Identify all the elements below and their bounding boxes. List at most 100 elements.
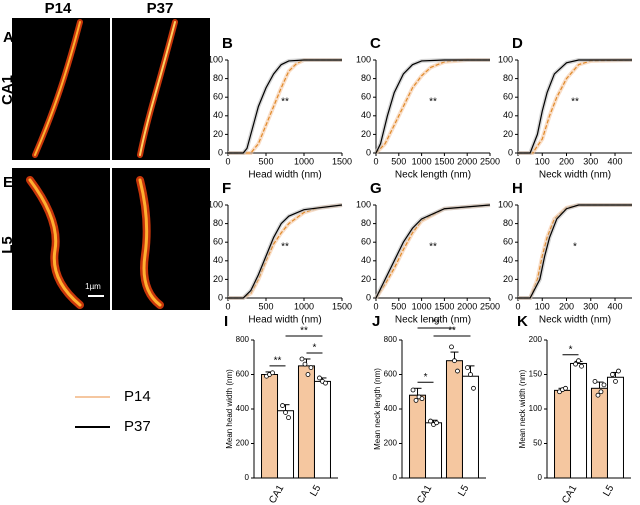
y-tick-label: 60 xyxy=(213,237,223,247)
x-tick-label: 1000 xyxy=(294,156,314,166)
y-tick-label: 40 xyxy=(213,255,223,265)
y-tick-label: 0 xyxy=(218,147,223,157)
y-tick-label: 100 xyxy=(529,404,543,413)
x-axis-label: Head width (nm) xyxy=(248,315,321,326)
y-tick-label: 100 xyxy=(498,54,513,64)
data-point xyxy=(452,358,457,364)
y-axis-label: % of spines xyxy=(197,226,208,278)
x-tick-label: 400 xyxy=(608,156,623,166)
data-point xyxy=(434,420,439,426)
series-line xyxy=(228,59,342,154)
data-point xyxy=(455,368,460,374)
y-tick-label: 0 xyxy=(366,147,371,157)
significance: ** xyxy=(571,96,579,107)
y-tick-label: 0 xyxy=(508,292,513,302)
y-tick-label: 0 xyxy=(245,473,250,482)
x-tick-label: 0 xyxy=(515,156,520,166)
y-tick-label: 50 xyxy=(533,439,542,448)
data-point xyxy=(270,370,275,376)
significance: * xyxy=(569,344,573,355)
y-tick-label: 100 xyxy=(498,199,513,209)
panel-letter: K xyxy=(517,313,528,330)
bar xyxy=(425,422,443,479)
y-tick-label: 60 xyxy=(213,92,223,102)
x-tick-label: 100 xyxy=(535,156,550,166)
y-tick-label: 20 xyxy=(361,129,371,139)
row-header: L5 xyxy=(0,236,16,254)
series-line xyxy=(228,204,343,299)
panel-letter: D xyxy=(512,35,523,52)
y-tick-label: 20 xyxy=(213,274,223,284)
y-tick-label: 0 xyxy=(508,147,513,157)
x-tick-label: 100 xyxy=(535,301,550,311)
bar xyxy=(590,387,608,479)
y-tick-label: 0 xyxy=(538,473,543,482)
x-tick-label: 1000 xyxy=(294,301,314,311)
y-tick-label: 80 xyxy=(213,218,223,228)
panel-letter: I xyxy=(224,313,228,330)
y-tick-label: 40 xyxy=(213,110,223,120)
x-tick-label: 500 xyxy=(258,301,273,311)
y-tick-label: 400 xyxy=(236,404,250,413)
data-point xyxy=(601,382,607,388)
data-point xyxy=(308,365,314,371)
significance: ** xyxy=(448,326,456,337)
significance: ** xyxy=(300,326,308,337)
y-tick-label: 80 xyxy=(361,218,371,228)
data-point xyxy=(616,368,621,374)
significance: * xyxy=(573,241,577,252)
y-tick-label: 200 xyxy=(529,335,543,344)
data-point xyxy=(286,415,291,421)
y-tick-label: 40 xyxy=(361,255,371,265)
x-axis-label: Neck length (nm) xyxy=(395,315,471,326)
micrographs xyxy=(12,18,210,310)
panel-letter: H xyxy=(512,180,523,197)
bar xyxy=(606,376,624,479)
y-axis-label: % of spines xyxy=(197,81,208,133)
data-point xyxy=(410,387,416,393)
x-tick-label: L5 xyxy=(308,483,323,499)
x-axis-label: Head width (nm) xyxy=(248,170,321,181)
y-tick-label: 80 xyxy=(503,218,513,228)
legend-label: P37 xyxy=(124,418,151,435)
x-tick-label: 2500 xyxy=(480,156,500,166)
y-tick-label: 60 xyxy=(503,92,513,102)
significance: ** xyxy=(274,356,282,367)
y-tick-label: 100 xyxy=(208,199,223,209)
column-header: P14 xyxy=(45,0,72,17)
y-tick-label: 0 xyxy=(218,292,223,302)
y-tick-label: 600 xyxy=(384,370,398,379)
y-tick-label: 60 xyxy=(361,92,371,102)
data-point xyxy=(579,363,584,369)
data-point xyxy=(280,403,285,408)
y-tick-label: 800 xyxy=(384,335,398,344)
x-tick-label: 300 xyxy=(583,301,598,311)
data-point xyxy=(576,358,581,364)
y-tick-label: 200 xyxy=(384,439,398,448)
bar xyxy=(277,410,295,479)
series-line xyxy=(518,204,632,299)
significance: ** xyxy=(281,241,289,252)
dendrites xyxy=(26,19,178,309)
x-axis-label: Neck width (nm) xyxy=(539,170,611,181)
x-tick-label: 1000 xyxy=(412,156,432,166)
data-point xyxy=(610,372,615,377)
data-point xyxy=(468,372,473,377)
x-tick-label: 2000 xyxy=(457,156,477,166)
significance: ** xyxy=(281,96,289,107)
x-tick-label: 1500 xyxy=(332,301,352,311)
y-tick-label: 20 xyxy=(503,129,513,139)
y-tick-label: 20 xyxy=(503,274,513,284)
y-tick-label: 400 xyxy=(384,404,398,413)
x-axis-label: Neck length (nm) xyxy=(395,170,471,181)
x-tick-label: 500 xyxy=(391,156,406,166)
y-tick-label: 800 xyxy=(236,335,250,344)
data-point xyxy=(449,344,454,350)
bar xyxy=(461,375,479,479)
data-point xyxy=(428,418,433,424)
y-tick-label: 150 xyxy=(529,370,543,379)
data-point xyxy=(613,378,618,384)
data-point xyxy=(595,392,601,398)
image xyxy=(112,18,210,160)
